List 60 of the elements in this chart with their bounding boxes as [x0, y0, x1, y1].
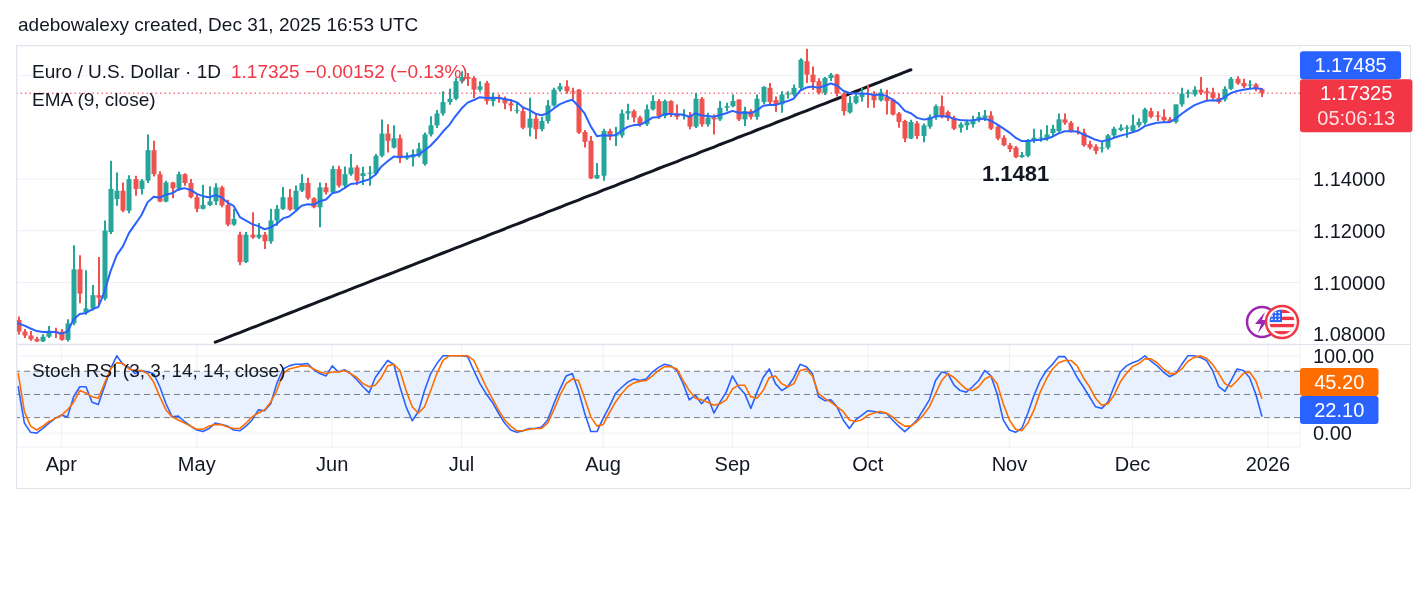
x-tick-label: Sep	[714, 453, 751, 476]
candlestick	[551, 86, 557, 108]
candlestick	[520, 107, 526, 131]
candlestick	[336, 164, 342, 189]
candlestick	[841, 91, 847, 117]
candlestick	[176, 170, 182, 192]
candlestick	[379, 118, 385, 159]
candlestick	[305, 176, 311, 201]
candlestick	[330, 164, 336, 195]
text: 22.10	[1314, 399, 1365, 422]
text: Euro / U.S. Dollar · 1D	[32, 61, 221, 83]
x-tick-label: May	[177, 453, 216, 476]
x-tick-label: Oct	[852, 453, 884, 476]
candlestick	[440, 90, 446, 117]
x-tick-label: Jun	[316, 453, 349, 476]
candlestick	[293, 184, 299, 213]
candlestick	[385, 123, 391, 154]
text: 45.20	[1314, 371, 1365, 394]
candlestick	[207, 185, 213, 208]
candlestick	[274, 203, 280, 227]
candlestick	[120, 181, 126, 214]
y-tick-label: 1.12000	[1313, 219, 1386, 242]
x-tick-label: Aug	[585, 453, 621, 476]
candlestick	[268, 207, 274, 245]
x-tick-label: Nov	[991, 453, 1028, 476]
y-tick-label: 100.00	[1313, 344, 1375, 367]
y-tick-label: 1.14000	[1313, 168, 1386, 191]
x-tick-label: Apr	[45, 453, 78, 476]
y-tick-label: 1.10000	[1313, 271, 1386, 294]
candlestick	[348, 153, 354, 177]
x-tick-label: Dec	[1114, 453, 1151, 476]
candlestick	[342, 165, 348, 189]
y-tick-label: 1.08000	[1313, 323, 1386, 346]
text: 1.17485	[1314, 54, 1387, 77]
candlestick	[391, 124, 397, 150]
candlestick	[804, 47, 810, 84]
candlestick	[280, 186, 286, 212]
candlestick	[656, 97, 662, 120]
candlestick	[96, 255, 102, 306]
candlestick	[200, 183, 206, 211]
text: adebowalexy created, Dec 31, 2025 16:53 UTC	[18, 14, 419, 35]
candlestick	[360, 165, 366, 187]
candlestick	[133, 174, 139, 197]
candlestick	[287, 187, 293, 212]
candlestick	[354, 164, 360, 187]
ref-line-label: 1.17325	[1320, 82, 1393, 105]
candlestick	[914, 119, 920, 141]
annotation: 1.1481	[981, 161, 1050, 187]
y-tick-label: 0.00	[1313, 422, 1352, 445]
candlestick	[527, 96, 533, 138]
annotation: 1.17325 −0.00152 (−0.13%)	[231, 61, 468, 83]
x-tick-label: 2026	[1245, 453, 1291, 476]
candlestick	[250, 211, 256, 240]
text: 05:06:13	[1317, 107, 1396, 130]
candlestick	[1179, 86, 1185, 108]
x-tick-label: Jul	[448, 453, 475, 476]
candlestick	[428, 115, 434, 138]
text: EMA (9, close)	[32, 89, 156, 110]
candlestick	[225, 198, 231, 228]
candlestick	[533, 113, 539, 141]
